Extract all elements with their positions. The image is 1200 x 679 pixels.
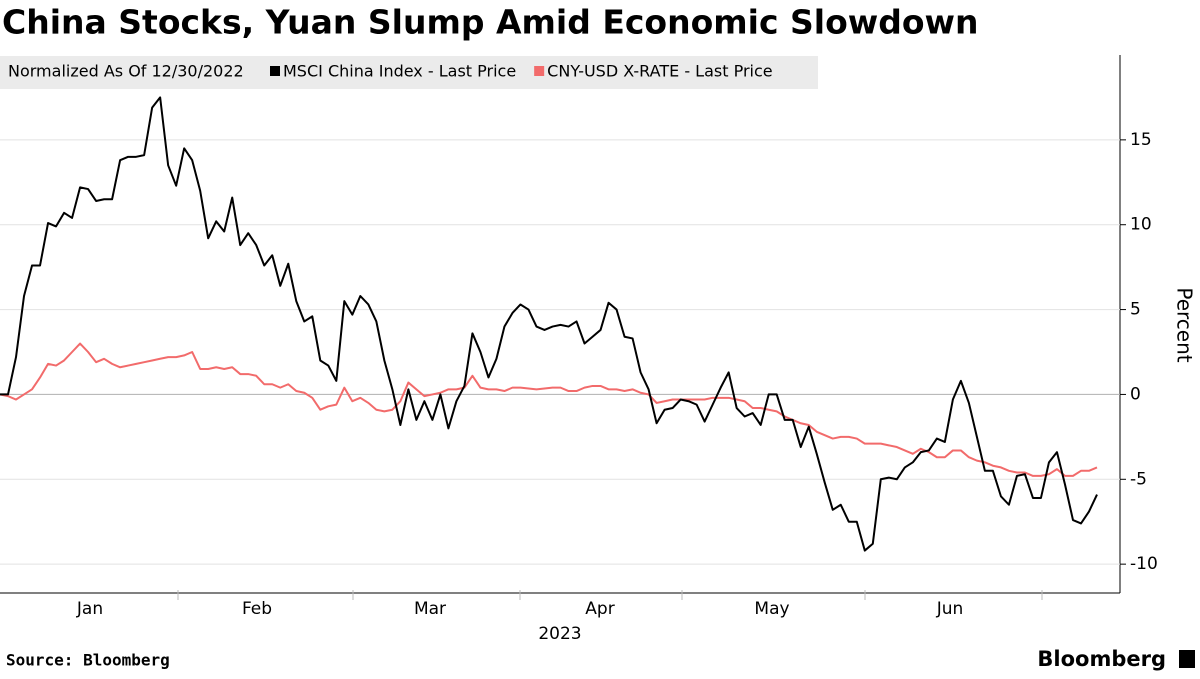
chart-title: China Stocks, Yuan Slump Amid Economic S… xyxy=(2,3,979,42)
legend-swatch xyxy=(534,66,545,76)
y-tick-label: -5 xyxy=(1130,469,1147,489)
legend-label: MSCI China Index - Last Price xyxy=(283,62,516,81)
x-axis-label: 2023 xyxy=(538,624,581,644)
legend-swatch xyxy=(270,66,280,76)
series-line xyxy=(0,96,1098,552)
legend-label: CNY-USD X-RATE - Last Price xyxy=(547,62,772,81)
brand-icon xyxy=(1179,650,1195,668)
y-tick-label: 5 xyxy=(1130,300,1141,320)
y-tick-label: -10 xyxy=(1130,554,1158,574)
source: Source: Bloomberg xyxy=(6,651,170,670)
x-tick-label: Apr xyxy=(585,599,614,619)
legend-box xyxy=(0,56,818,89)
x-tick-label: May xyxy=(754,599,789,619)
x-tick-label: Feb xyxy=(242,599,272,619)
x-tick-label: Jun xyxy=(936,599,964,619)
y-axis-label: Percent xyxy=(1173,287,1197,362)
x-tick-label: Mar xyxy=(414,599,446,619)
y-tick-label: 0 xyxy=(1130,384,1141,404)
series-line xyxy=(0,342,1098,477)
legend-title: Normalized As Of 12/30/2022 xyxy=(8,62,244,81)
y-tick-label: 10 xyxy=(1130,215,1152,235)
x-tick-label: Jan xyxy=(76,599,103,619)
y-tick-label: 15 xyxy=(1130,130,1152,150)
brand: Bloomberg xyxy=(1037,647,1166,671)
